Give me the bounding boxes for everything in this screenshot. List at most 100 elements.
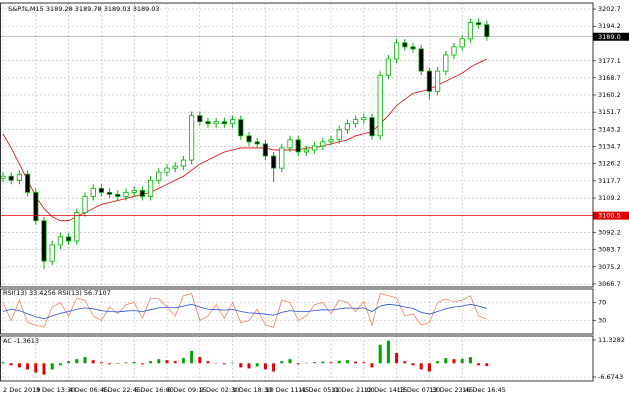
ac-bar bbox=[386, 340, 390, 364]
ac-bar bbox=[263, 363, 267, 370]
ac-title: AC -1.3613 bbox=[3, 337, 39, 345]
ac-bar bbox=[247, 363, 251, 369]
candle-body bbox=[82, 196, 88, 214]
ac-bar bbox=[26, 363, 30, 370]
bid-label-box bbox=[593, 32, 629, 41]
y-tick-label: 3109.2 bbox=[598, 194, 621, 202]
ac-bar bbox=[378, 344, 382, 364]
candle-body bbox=[66, 236, 72, 242]
ac-bar bbox=[34, 363, 38, 373]
candle-body bbox=[270, 155, 277, 169]
x-tick-label: 12 Dec 14:15 bbox=[364, 386, 408, 394]
candle-body bbox=[246, 135, 252, 143]
candle-body bbox=[107, 192, 113, 195]
ac-bar bbox=[313, 362, 317, 364]
candle-body bbox=[320, 141, 326, 147]
candle-body bbox=[303, 149, 310, 153]
ac-bar bbox=[477, 363, 481, 366]
candle-body bbox=[475, 22, 482, 26]
ac-bar bbox=[190, 350, 194, 364]
candle-body bbox=[49, 244, 55, 262]
y-tick-label: 3092.2 bbox=[598, 228, 621, 236]
x-tick-label: 13 Dec 23:45 bbox=[429, 386, 473, 394]
candle-body bbox=[213, 121, 219, 125]
ac-bar bbox=[411, 363, 415, 366]
x-tick-label: 3 Dec 13:30 bbox=[36, 386, 76, 394]
ac-bar bbox=[485, 363, 489, 367]
candle-body bbox=[172, 165, 178, 169]
ac-bar bbox=[173, 361, 177, 364]
level-label: 3100.5 bbox=[598, 212, 621, 220]
candle-body bbox=[287, 139, 293, 149]
x-tick-label: 13 Dec 07:30 bbox=[397, 386, 441, 394]
ac-bar bbox=[132, 362, 136, 364]
y-tick-label: 3143.2 bbox=[598, 125, 621, 133]
ac-bar bbox=[50, 363, 54, 370]
ac-bar bbox=[288, 359, 292, 364]
ac-bar bbox=[427, 363, 431, 372]
ac-bar bbox=[345, 360, 349, 364]
candle-body bbox=[311, 145, 318, 151]
candle-body bbox=[238, 119, 244, 137]
candle-body bbox=[262, 143, 269, 157]
y-tick-label: 3177.1 bbox=[598, 57, 621, 65]
candle-body bbox=[328, 139, 334, 143]
ac-bar bbox=[1, 362, 5, 364]
candle-body bbox=[41, 220, 47, 262]
ac-bar bbox=[329, 362, 333, 364]
x-tick-label: 11 Dec 21:00 bbox=[331, 386, 375, 394]
ac-bar bbox=[206, 361, 210, 364]
ac-bar bbox=[116, 363, 120, 364]
candle-body bbox=[361, 117, 367, 121]
candle-body bbox=[221, 121, 227, 125]
candle-body bbox=[459, 38, 465, 48]
x-tick-label: 9 Dec 02:30 bbox=[200, 386, 240, 394]
candle-body bbox=[8, 175, 14, 181]
ac-bar bbox=[157, 359, 161, 364]
ac-bar bbox=[436, 361, 440, 364]
ac-bar bbox=[165, 360, 169, 364]
candle-body bbox=[139, 189, 145, 197]
y-tick-label: 3168.7 bbox=[598, 74, 621, 82]
ac-bar bbox=[9, 363, 13, 366]
x-tick-label: 4 Dec 22:45 bbox=[101, 386, 141, 394]
ac-bar bbox=[181, 358, 185, 364]
candle-body bbox=[16, 173, 23, 181]
candle-body bbox=[180, 159, 186, 167]
candle-body bbox=[369, 117, 375, 137]
ac-bar bbox=[99, 362, 103, 364]
candle-body bbox=[156, 171, 162, 181]
ac-bar bbox=[362, 362, 366, 364]
candle-body bbox=[426, 70, 433, 92]
bid-label: 3189.0 bbox=[598, 33, 621, 41]
rsi-title: RSI(13) 33.4256 RSI(13) 56.7107 bbox=[3, 289, 111, 297]
candle-body bbox=[123, 192, 129, 197]
candle-body bbox=[336, 129, 342, 141]
candle-body bbox=[0, 175, 6, 179]
x-tick-label: 16 Dec 16:45 bbox=[462, 386, 506, 394]
y-tick-label: 3083.7 bbox=[598, 246, 621, 254]
ac-bar bbox=[321, 361, 325, 364]
pane-border bbox=[0, 2, 594, 288]
x-tick-label: 5 Dec 16:00 bbox=[134, 386, 174, 394]
pane-border bbox=[0, 288, 594, 335]
candle-body bbox=[74, 212, 80, 242]
candle-body bbox=[98, 187, 104, 193]
ac-bar bbox=[395, 353, 399, 364]
ac-bar bbox=[83, 357, 87, 364]
ac-bar bbox=[452, 359, 456, 364]
ac-tick-label: 11.3282 bbox=[598, 336, 625, 344]
pane-border bbox=[0, 335, 594, 382]
ac-bar bbox=[468, 357, 472, 364]
y-tick-label: 3151.7 bbox=[598, 108, 621, 116]
ac-bar bbox=[222, 363, 226, 365]
ac-bar bbox=[91, 360, 95, 364]
candle-body bbox=[188, 115, 195, 161]
chart-title: S&P.fs,M15 3189.28 3189.78 3189.03 3189.… bbox=[8, 5, 160, 13]
ma-line bbox=[2, 58, 487, 222]
candle-body bbox=[90, 187, 96, 197]
ac-bar bbox=[255, 363, 259, 367]
y-tick-label: 3117.7 bbox=[598, 177, 621, 185]
ac-bar bbox=[140, 363, 144, 365]
